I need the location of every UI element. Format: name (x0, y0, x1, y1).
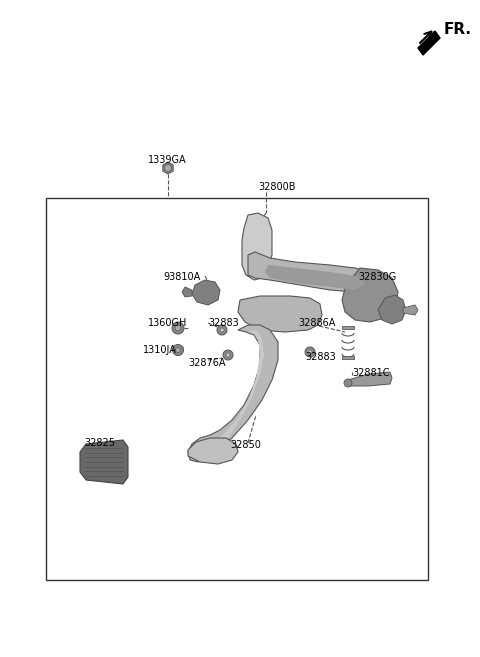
Polygon shape (188, 438, 238, 464)
Polygon shape (242, 213, 272, 280)
Circle shape (175, 325, 181, 331)
Circle shape (344, 379, 352, 387)
Polygon shape (208, 330, 264, 452)
Text: FR.: FR. (444, 22, 472, 37)
Text: 32883: 32883 (208, 318, 239, 328)
Bar (342, 326, 354, 329)
Text: 32830G: 32830G (358, 272, 396, 282)
Text: 1339GA: 1339GA (148, 155, 187, 165)
Circle shape (176, 348, 180, 353)
Circle shape (172, 344, 183, 355)
Polygon shape (378, 295, 406, 324)
Polygon shape (188, 325, 278, 462)
Text: 93810A: 93810A (163, 272, 200, 282)
Circle shape (305, 347, 315, 357)
Circle shape (165, 164, 171, 171)
Polygon shape (403, 305, 418, 315)
Polygon shape (192, 280, 220, 305)
Polygon shape (163, 162, 173, 174)
Polygon shape (348, 372, 392, 386)
Text: 1360GH: 1360GH (148, 318, 187, 328)
Circle shape (226, 353, 230, 357)
Polygon shape (265, 265, 365, 290)
Text: 32876A: 32876A (188, 358, 226, 368)
Circle shape (217, 325, 227, 335)
Text: 32883: 32883 (305, 352, 336, 362)
Circle shape (172, 322, 184, 334)
Text: 32881C: 32881C (352, 368, 389, 378)
Text: 32800B: 32800B (258, 182, 296, 192)
Circle shape (223, 350, 233, 360)
Bar (46, 198, 428, 580)
Polygon shape (342, 268, 398, 322)
Polygon shape (418, 31, 440, 55)
Polygon shape (248, 252, 375, 292)
Circle shape (220, 328, 224, 332)
Polygon shape (182, 287, 192, 297)
Text: 32886A: 32886A (298, 318, 336, 328)
Bar (342, 356, 354, 359)
Polygon shape (238, 296, 322, 332)
Circle shape (308, 350, 312, 354)
Text: 32850: 32850 (230, 440, 261, 450)
Text: 32825: 32825 (84, 438, 115, 448)
Text: 1310JA: 1310JA (143, 345, 177, 355)
Polygon shape (80, 440, 128, 484)
